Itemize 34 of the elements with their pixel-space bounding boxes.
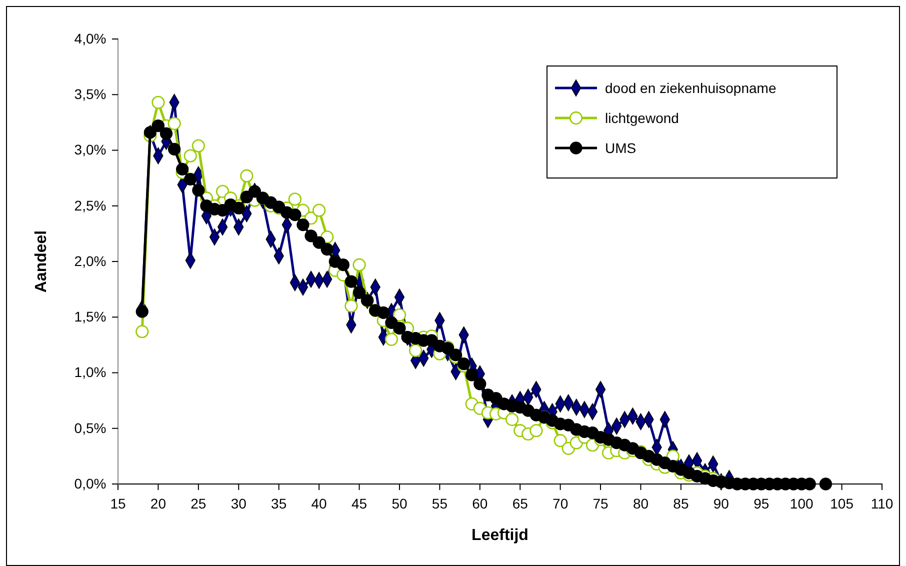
x-tick-label: 100 xyxy=(790,495,814,512)
y-axis-title: Aandeel xyxy=(33,230,50,293)
y-tick-label: 3,5% xyxy=(74,86,106,102)
legend-label: UMS xyxy=(605,140,636,156)
x-tick-label: 70 xyxy=(552,495,568,512)
x-tick-label: 15 xyxy=(110,495,126,512)
legend-label: dood en ziekenhuisopname xyxy=(605,80,776,96)
x-tick-label: 105 xyxy=(830,495,854,512)
x-tick-label: 95 xyxy=(754,495,770,512)
x-tick-label: 90 xyxy=(713,495,730,512)
x-tick-label: 45 xyxy=(351,495,368,512)
y-tick-label: 0,5% xyxy=(74,420,106,436)
y-tick-label: 2,0% xyxy=(74,252,106,269)
x-tick-label: 75 xyxy=(592,495,609,512)
x-tick-label: 25 xyxy=(190,495,206,512)
y-tick-label: 3,0% xyxy=(74,142,106,158)
x-tick-label: 85 xyxy=(673,495,689,512)
x-tick-label: 80 xyxy=(632,495,649,512)
y-tick-label: 1,0% xyxy=(74,364,106,380)
y-tick-label: 2,5% xyxy=(74,197,106,214)
x-tick-label: 110 xyxy=(870,495,894,512)
x-tick-label: 65 xyxy=(512,495,528,512)
x-tick-label: 40 xyxy=(311,495,328,512)
x-tick-label: 55 xyxy=(432,495,448,512)
y-tick-label: 1,5% xyxy=(74,308,106,325)
x-tick-label: 35 xyxy=(271,495,287,512)
x-tick-label: 60 xyxy=(472,495,488,512)
x-axis-title: Leeftijd xyxy=(472,527,528,544)
y-tick-label: 4,0% xyxy=(74,30,106,46)
x-tick-label: 20 xyxy=(150,495,166,512)
x-tick-label: 30 xyxy=(230,495,247,512)
y-tick-label: 0,0% xyxy=(74,475,106,492)
x-tick-label: 50 xyxy=(392,495,408,512)
legend-label: lichtgewond xyxy=(605,110,679,126)
